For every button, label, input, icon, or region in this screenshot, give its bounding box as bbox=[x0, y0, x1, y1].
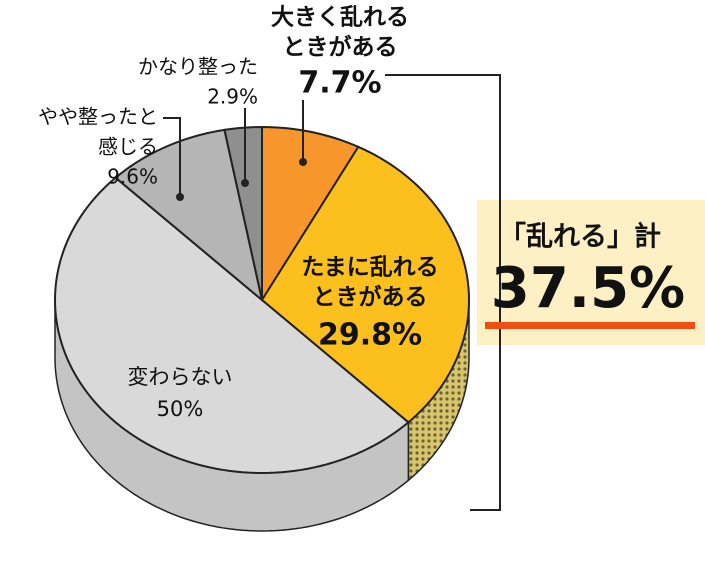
pie-slice bbox=[114, 128, 264, 303]
leader-line bbox=[163, 117, 181, 197]
callout-box bbox=[477, 200, 705, 345]
slice-label: かなり整った bbox=[138, 55, 258, 79]
callout-bracket bbox=[385, 74, 501, 511]
slice-label: 大きく乱れる bbox=[271, 5, 409, 31]
slice-label: ときがある bbox=[313, 284, 428, 311]
leader-dot bbox=[299, 158, 307, 166]
slice-value: 50% bbox=[157, 397, 204, 421]
slice-label: やや整ったと bbox=[38, 105, 158, 129]
slice-value: 9.6% bbox=[107, 165, 158, 189]
slice-label: ときがある bbox=[283, 34, 398, 61]
callout-title: 「乱れる」計 bbox=[499, 221, 661, 253]
pie-slice bbox=[260, 145, 470, 424]
pie-slice bbox=[53, 176, 410, 475]
leader-dot bbox=[176, 193, 184, 201]
pie-slice bbox=[223, 125, 263, 301]
slice-label: たまに乱れる bbox=[301, 255, 438, 281]
slice-value: 29.8% bbox=[318, 318, 422, 353]
slice-value: 7.7% bbox=[298, 66, 381, 101]
pie-slice bbox=[261, 125, 360, 304]
slice-value: 2.9% bbox=[207, 85, 258, 109]
leader-dot bbox=[241, 179, 249, 187]
slice-label: 感じる bbox=[98, 135, 158, 159]
slice-label: 変わらない bbox=[128, 365, 233, 389]
callout-value: 37.5% bbox=[491, 256, 685, 321]
callout-underline bbox=[485, 322, 695, 329]
